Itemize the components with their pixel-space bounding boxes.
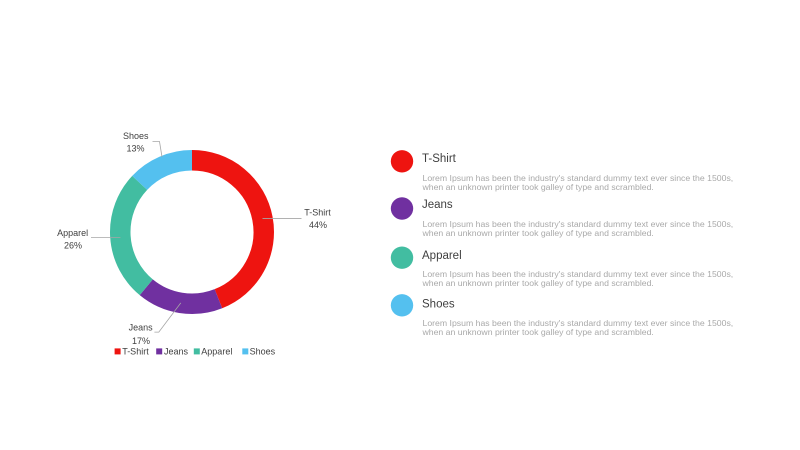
svg-text:T-Shirt: T-Shirt: [304, 208, 331, 218]
svg-text:Lorem Ipsum has been the indus: Lorem Ipsum has been the industry's stan…: [423, 219, 734, 229]
svg-text:T-Shirt: T-Shirt: [422, 153, 457, 165]
svg-text:when an unknown printer took g: when an unknown printer took galley of t…: [422, 182, 654, 192]
svg-text:Shoes: Shoes: [123, 131, 149, 141]
svg-text:Apparel: Apparel: [422, 250, 462, 262]
svg-text:when an unknown printer took g: when an unknown printer took galley of t…: [422, 228, 654, 238]
svg-text:26%: 26%: [64, 241, 82, 251]
svg-text:17%: 17%: [132, 336, 150, 346]
svg-text:Lorem Ipsum has been the indus: Lorem Ipsum has been the industry's stan…: [423, 173, 734, 183]
svg-text:when an unknown printer took g: when an unknown printer took galley of t…: [422, 278, 654, 288]
svg-text:Jeans: Jeans: [129, 323, 154, 333]
svg-text:Lorem Ipsum has been the indus: Lorem Ipsum has been the industry's stan…: [423, 269, 734, 279]
svg-text:Lorem Ipsum has been the indus: Lorem Ipsum has been the industry's stan…: [423, 318, 734, 328]
svg-text:Apparel: Apparel: [57, 228, 88, 238]
svg-text:Apparel: Apparel: [201, 347, 232, 357]
svg-text:13%: 13%: [126, 144, 144, 154]
svg-text:Jeans: Jeans: [164, 347, 189, 357]
svg-text:Jeans: Jeans: [422, 199, 453, 211]
svg-text:Shoes: Shoes: [422, 298, 455, 310]
svg-text:when an unknown printer took g: when an unknown printer took galley of t…: [422, 327, 654, 337]
svg-text:Shoes: Shoes: [250, 347, 276, 357]
svg-text:44%: 44%: [309, 220, 327, 230]
svg-text:T-Shirt: T-Shirt: [122, 347, 149, 357]
